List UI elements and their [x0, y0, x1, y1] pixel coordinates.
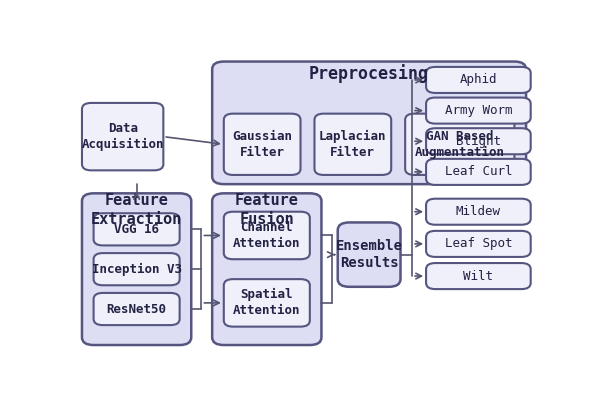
Text: GAN Based
Augmentation: GAN Based Augmentation: [415, 130, 505, 159]
Text: Mildew: Mildew: [456, 205, 501, 218]
Text: Preprocesing: Preprocesing: [309, 64, 429, 83]
Text: Data
Acquisition: Data Acquisition: [82, 122, 164, 151]
Text: Blight: Blight: [456, 135, 501, 148]
FancyBboxPatch shape: [426, 199, 531, 225]
FancyBboxPatch shape: [338, 222, 401, 287]
Text: Feature
Extraction: Feature Extraction: [91, 193, 182, 227]
Text: Gaussian
Filter: Gaussian Filter: [232, 130, 292, 159]
FancyBboxPatch shape: [224, 114, 301, 175]
FancyBboxPatch shape: [82, 103, 163, 170]
FancyBboxPatch shape: [94, 213, 179, 246]
FancyBboxPatch shape: [405, 114, 514, 175]
FancyBboxPatch shape: [224, 279, 310, 327]
Text: Wilt: Wilt: [463, 269, 493, 283]
FancyBboxPatch shape: [314, 114, 391, 175]
Text: ResNet50: ResNet50: [107, 302, 167, 316]
Text: Feature
Fusion: Feature Fusion: [235, 193, 299, 227]
FancyBboxPatch shape: [426, 98, 531, 124]
Text: Aphid: Aphid: [460, 74, 497, 86]
Text: Channel
Attention: Channel Attention: [233, 221, 301, 250]
FancyBboxPatch shape: [212, 193, 322, 345]
Text: Army Worm: Army Worm: [445, 104, 512, 117]
FancyBboxPatch shape: [82, 193, 191, 345]
Text: Laplacian
Filter: Laplacian Filter: [319, 130, 386, 159]
Text: Ensemble
Results: Ensemble Results: [335, 239, 403, 270]
FancyBboxPatch shape: [224, 212, 310, 259]
FancyBboxPatch shape: [426, 67, 531, 93]
FancyBboxPatch shape: [212, 62, 526, 184]
Text: VGG 16: VGG 16: [114, 223, 159, 236]
FancyBboxPatch shape: [426, 231, 531, 257]
FancyBboxPatch shape: [426, 128, 531, 154]
Text: Leaf Curl: Leaf Curl: [445, 166, 512, 178]
FancyBboxPatch shape: [94, 293, 179, 325]
Text: Leaf Spot: Leaf Spot: [445, 237, 512, 250]
Text: Inception V3: Inception V3: [92, 263, 182, 276]
FancyBboxPatch shape: [426, 263, 531, 289]
FancyBboxPatch shape: [426, 159, 531, 185]
Text: Spatial
Attention: Spatial Attention: [233, 288, 301, 318]
FancyBboxPatch shape: [94, 253, 179, 285]
